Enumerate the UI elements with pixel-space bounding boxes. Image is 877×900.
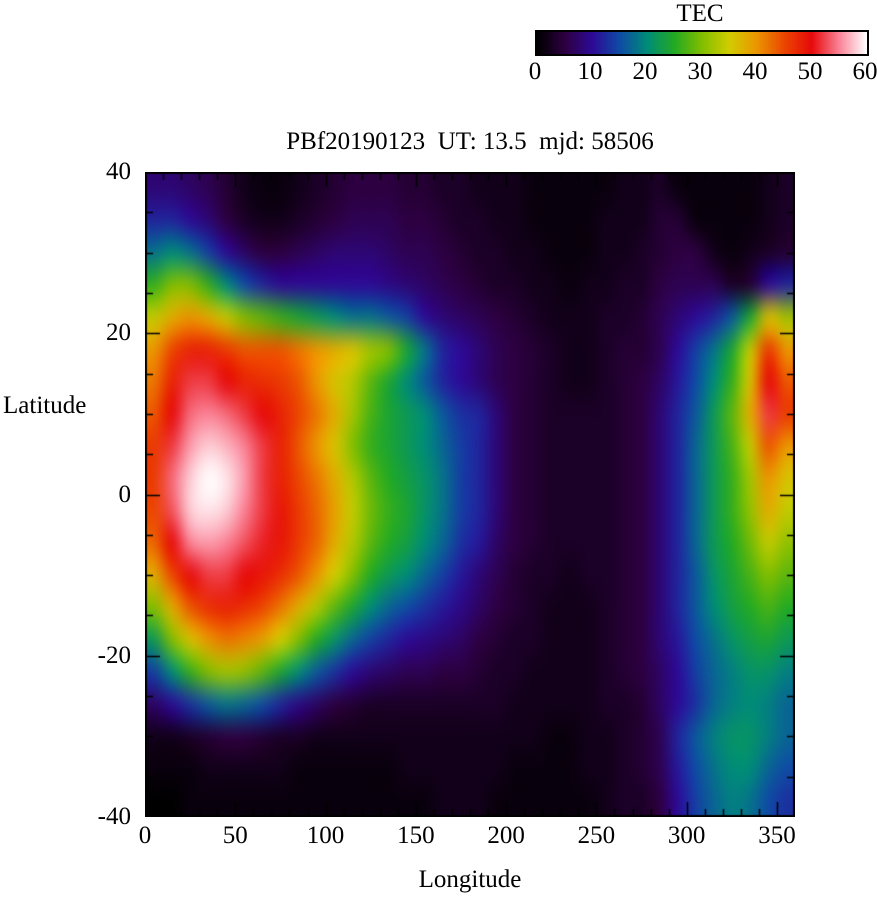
colorbar-tick-label: 0: [528, 58, 542, 85]
colorbar-gradient: [535, 30, 869, 56]
y-axis-label: Latitude: [3, 392, 87, 419]
colorbar-tick-label: 60: [852, 58, 877, 85]
y-tick-label: 20: [106, 319, 131, 347]
colorbar-tick-label: 50: [797, 58, 823, 85]
x-tick-label: 200: [487, 822, 525, 849]
x-tick-label: 350: [758, 822, 796, 849]
y-tick-labels: -40 -20 0 20 40: [0, 158, 137, 830]
x-axis-label: Longitude: [418, 866, 522, 893]
x-tick-label: 150: [397, 822, 435, 849]
x-tick-label: 250: [577, 822, 616, 849]
x-tick-labels: 0 50 100 150 200 250 300 350: [139, 822, 796, 854]
heatmap-canvas: [145, 172, 795, 817]
colorbar-tick-label: 40: [742, 58, 768, 85]
y-tick-label: -20: [97, 641, 131, 669]
x-tick-label: 0: [138, 822, 152, 849]
colorbar-tick-label: 30: [687, 58, 713, 85]
x-tick-label: 300: [667, 822, 706, 849]
colorbar-tick-labels: 0 10 20 30 40 50 60: [529, 58, 877, 88]
colorbar-tick-label: 20: [632, 58, 658, 85]
x-tick-label: 50: [222, 822, 248, 849]
y-tick-label: 0: [118, 480, 132, 508]
x-tick-label: 100: [306, 822, 345, 849]
colorbar-tick-label: 10: [577, 58, 603, 85]
colorbar-title: TEC: [676, 0, 724, 27]
y-tick-label: 40: [106, 158, 131, 185]
y-tick-label: -40: [97, 803, 131, 830]
plot-title: PBf20190123 UT: 13.5 mjd: 58506: [286, 128, 654, 155]
